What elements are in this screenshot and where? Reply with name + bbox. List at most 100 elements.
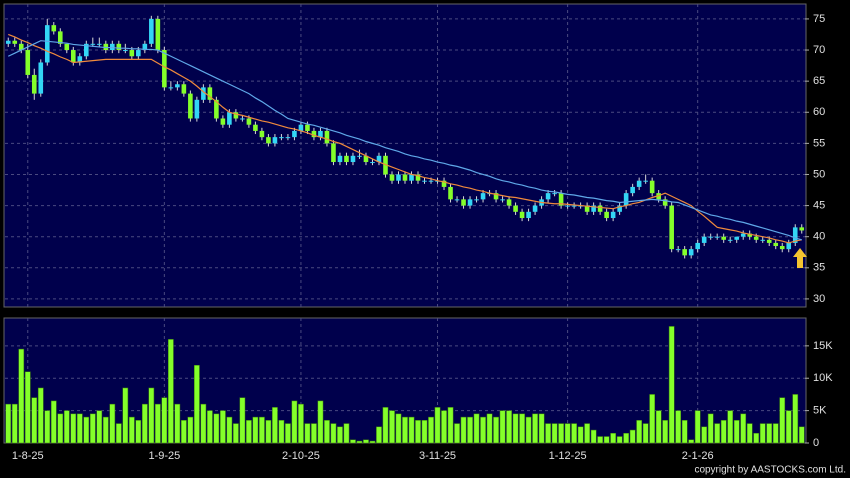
candle-body <box>51 25 57 32</box>
candle-body <box>12 40 18 44</box>
volume-bar <box>610 433 616 444</box>
volume-bar <box>5 403 12 444</box>
volume-bar <box>701 426 708 444</box>
x-tick-label: 2-10-25 <box>282 450 320 462</box>
candle-body <box>565 205 570 207</box>
volume-bar <box>389 410 395 444</box>
volume-bar <box>525 416 532 444</box>
volume-bar <box>57 413 64 444</box>
candle-body <box>123 50 128 52</box>
volume-bar <box>200 403 207 444</box>
candle-body <box>708 236 713 238</box>
volume-bar <box>655 410 662 444</box>
volume-bar <box>207 410 213 444</box>
volume-bar <box>122 387 129 444</box>
candle-body <box>519 211 525 219</box>
candle-body <box>695 242 700 250</box>
volume-bar <box>421 420 428 444</box>
volume-bar <box>434 407 441 444</box>
candle-body <box>376 155 382 163</box>
volume-bar <box>252 416 259 444</box>
volume-bar <box>785 410 792 444</box>
volume-bar <box>298 403 304 444</box>
candle-body <box>513 205 518 212</box>
volume-bar <box>44 410 51 444</box>
volume-bar <box>759 423 766 444</box>
candle-body <box>344 155 349 163</box>
candle-body <box>714 236 720 238</box>
candle-body <box>610 211 616 219</box>
candle-body <box>38 62 44 94</box>
candle-body <box>422 180 427 182</box>
candle-body <box>415 174 421 181</box>
candle-body <box>155 18 161 51</box>
candle-body <box>285 137 291 139</box>
candle-body <box>597 205 603 212</box>
candle-body <box>591 205 596 212</box>
volume-bar <box>239 397 246 444</box>
candle-body <box>370 162 375 164</box>
volume-bar <box>272 407 278 444</box>
y-tick-label: 15K <box>813 340 833 352</box>
volume-bar <box>194 365 200 444</box>
candle-body <box>175 84 180 88</box>
candle-body <box>298 124 304 131</box>
volume-bar <box>558 423 564 444</box>
candle-body <box>604 211 609 219</box>
volume-bar <box>408 416 415 444</box>
candle-body <box>571 205 577 207</box>
volume-bar <box>291 400 298 444</box>
candle-body <box>669 205 674 250</box>
candle-body <box>129 50 135 57</box>
volume-bar <box>766 423 773 444</box>
y-tick-label: 70 <box>813 44 825 56</box>
candle-body <box>779 246 785 250</box>
volume-bar <box>102 416 109 444</box>
price-panel <box>3 3 807 308</box>
candle-body <box>721 236 726 240</box>
volume-bar <box>109 403 116 444</box>
plot-layer: 30 35 40 45 50 55 60 65 70 75 0 5K 10K 15K 1-8-25 1-9-2… <box>5 4 833 462</box>
volume-bar <box>187 416 194 444</box>
candle-body <box>57 31 63 44</box>
candle-body <box>584 205 590 212</box>
volume-bar <box>467 416 473 444</box>
candle-body <box>760 239 766 241</box>
volume-bar <box>278 420 285 444</box>
volume-bar <box>519 413 525 444</box>
volume-bar <box>616 436 623 444</box>
candle-body <box>363 155 369 163</box>
candle-body <box>662 199 668 206</box>
x-tick-label: 1-9-25 <box>148 450 180 462</box>
candle-body <box>194 99 200 119</box>
volume-bar <box>259 416 265 444</box>
candle-body <box>467 199 473 206</box>
candle-body <box>643 180 648 182</box>
y-tick-label: 50 <box>813 168 825 180</box>
candle-body <box>259 130 265 138</box>
candle-body <box>188 93 193 119</box>
candle-body <box>506 199 512 206</box>
y-tick-label: 40 <box>813 231 825 243</box>
candle-body <box>682 249 687 256</box>
candle-body <box>500 199 505 201</box>
candle-body <box>409 174 414 181</box>
volume-bar <box>70 413 77 444</box>
candle-body <box>103 43 109 51</box>
candle-body <box>526 211 531 219</box>
candle-body <box>25 50 31 75</box>
volume-bar <box>603 436 610 444</box>
candle-body <box>747 233 753 237</box>
candle-body <box>318 130 323 138</box>
volume-bar <box>649 394 656 444</box>
volume-bar <box>220 410 226 444</box>
candle-body <box>389 174 395 181</box>
candle-body <box>786 242 792 250</box>
candle-body <box>402 174 408 181</box>
moving-average-line <box>8 33 802 244</box>
candle-body <box>220 118 226 125</box>
volume-bar <box>363 439 369 444</box>
volume-bar <box>350 439 356 444</box>
candle-body <box>305 124 310 131</box>
